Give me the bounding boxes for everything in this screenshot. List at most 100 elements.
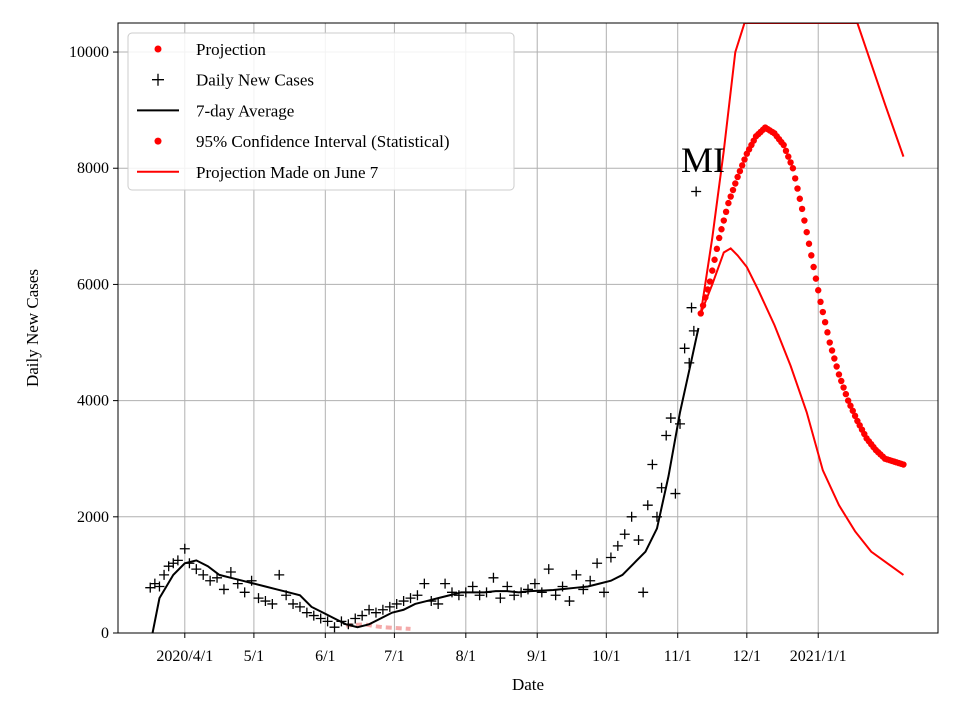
daily-case-marker [391,598,402,609]
legend-handle-dot [154,45,162,53]
y-tick-label: 4000 [77,393,109,410]
daily-case-marker [675,418,686,429]
axes-frame [117,22,939,634]
axis-ticks: 2020/4/1 5/1 6/1 7/1 8/1 9/1 10/1 11/1 12/1 2021/… [69,44,847,665]
daily-case-marker [329,622,340,633]
legend-label: Projection Made on June 7 [196,163,379,182]
x-axis-label: Date [512,675,544,694]
daily-case-marker [198,569,209,580]
projection-dot [844,397,852,404]
daily-case-marker [647,459,658,470]
x-tick-label: 9/1 [527,648,547,665]
daily-case-marker [225,567,236,577]
projection-dot [805,240,813,247]
x-tick-label: 7/1 [384,648,404,665]
daily-case-marker [159,569,170,580]
daily-case-marker [274,569,285,580]
projection-dot [817,298,824,306]
daily-case-marker [179,543,190,554]
daily-case-marker [529,578,540,589]
projection-dot [821,318,829,326]
projection-dot [810,263,817,271]
seven-day-average-line [151,327,700,633]
daily-case-marker [398,596,409,607]
x-tick-label: 2021/1/1 [790,648,847,665]
projection-dot [851,412,859,420]
ci-lower-line [699,247,905,576]
daily-case-marker [301,607,312,618]
projection-dot [713,245,721,253]
projection-dot [715,234,723,242]
y-tick-label: 2000 [77,509,109,526]
legend-label: 7-day Average [196,101,294,120]
daily-case-marker [679,343,690,354]
daily-case-marker [523,584,533,595]
x-tick-label: 10/1 [592,648,620,665]
projection-dot [782,147,790,155]
daily-case-marker [267,598,278,609]
projection-dot [831,355,838,362]
projection-dot [847,402,854,409]
daily-case-marker [218,584,229,595]
daily-case-marker [239,587,250,598]
daily-case-marker [691,186,702,197]
daily-case-marker [495,593,506,604]
projection-dot [722,208,730,216]
x-tick-label: 11/1 [664,648,692,665]
daily-case-marker [205,575,216,586]
projection-dot [780,141,787,149]
projection-dot [803,228,810,236]
projection-dot [840,384,847,391]
daily-case-marker [612,540,623,551]
daily-case-marker [605,552,616,563]
daily-case-marker [665,413,676,424]
daily-case-marker [642,500,653,511]
daily-case-marker [638,587,649,598]
projection-dot [819,308,827,316]
legend: Projection Daily New Cases 7-day Average 95… [127,32,515,191]
daily-case-marker [145,582,156,593]
daily-case-marker [550,590,561,601]
daily-case-marker [377,604,388,615]
daily-case-marker [212,572,223,583]
projection-dot [835,371,843,378]
projection-dot [849,407,856,414]
legend-handle-plus [152,73,164,86]
x-tick-label: 6/1 [315,648,335,665]
plot-area [145,23,907,633]
daily-case-marker [592,558,603,569]
legend-label: Projection [196,40,266,59]
daily-case-marker [412,590,423,601]
projection-dot [828,347,836,354]
projection-dot [718,226,725,233]
projection-dot [833,363,840,370]
daily-case-marker [502,581,513,592]
projection-dot [796,195,803,202]
state-annotation: MI [681,140,725,180]
projection-dot [826,339,833,346]
chart-marks [145,23,907,633]
daily-case-marker [440,578,451,589]
x-tick-label: 12/1 [733,648,761,665]
x-tick-label: 5/1 [244,648,264,665]
projection-dot [720,217,727,224]
daily-case-marker [191,564,202,575]
projection-dot [791,175,799,182]
daily-case-marker [619,529,630,540]
daily-case-marker [670,488,681,499]
projection-dot [704,286,711,293]
daily-case-marker [488,572,499,583]
projection-dot [812,275,820,282]
daily-case-marker [350,613,361,624]
daily-case-marker [384,601,395,612]
projection-dot [900,461,907,468]
daily-case-marker [288,598,299,609]
daily-case-marker [370,607,381,618]
daily-case-marker [294,601,305,612]
y-axis-label: Daily New Cases [23,269,42,387]
daily-case-marker [536,587,547,598]
projection-dot [699,302,707,309]
projection-dot [842,390,850,398]
daily-case-marker [260,596,271,607]
x-tick-label: 8/1 [456,648,476,665]
